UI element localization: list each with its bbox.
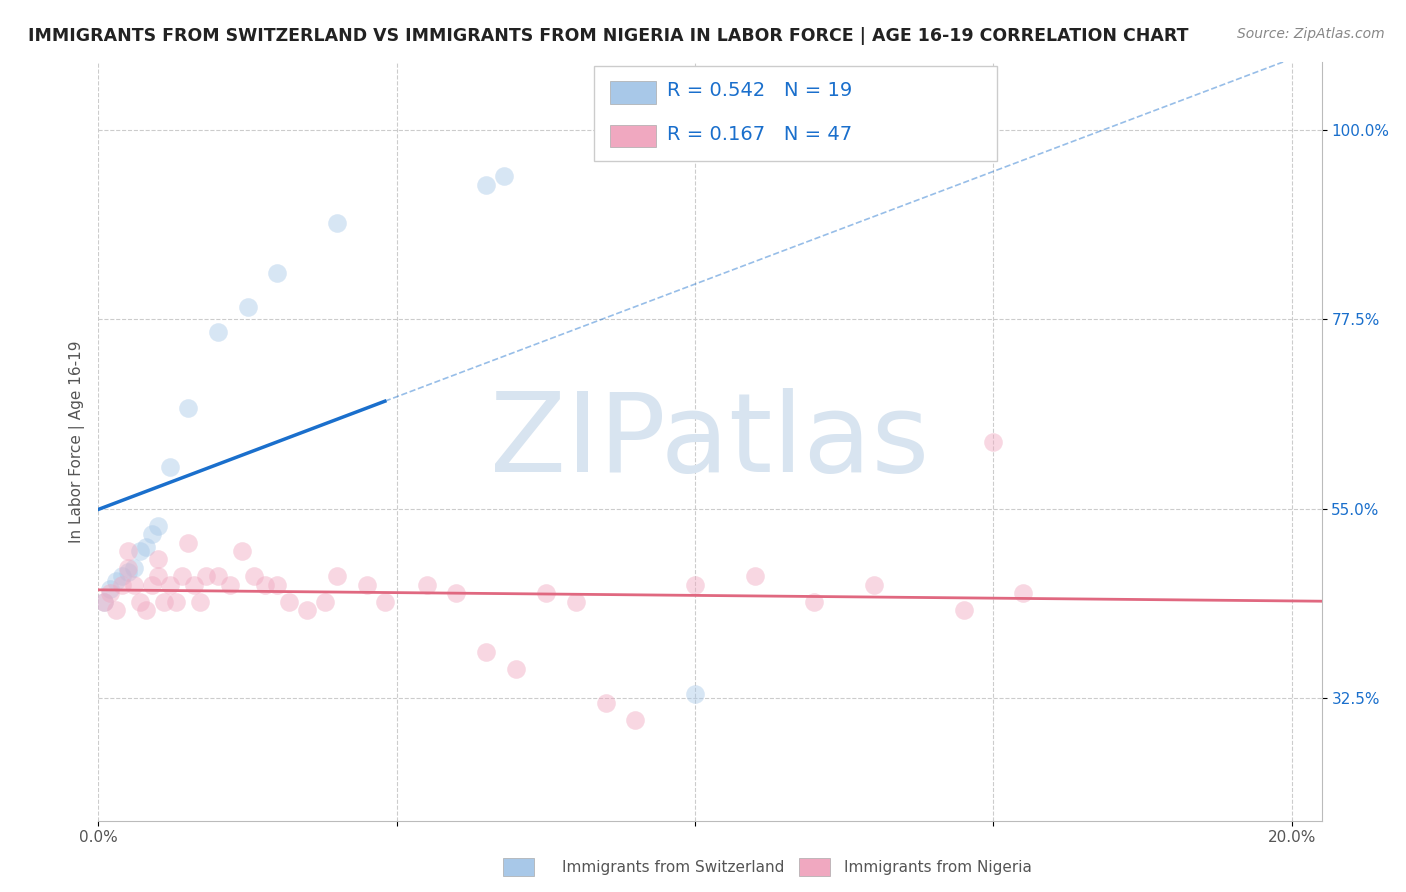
Point: [475, 178, 498, 192]
Point: [188, 594, 211, 608]
Point: [141, 578, 163, 592]
Text: ZIPatlas: ZIPatlas: [491, 388, 929, 495]
FancyBboxPatch shape: [610, 125, 657, 147]
Point: [356, 578, 378, 592]
Point: [624, 713, 647, 727]
Text: R = 0.542   N = 19: R = 0.542 N = 19: [668, 81, 852, 100]
Point: [218, 578, 240, 592]
Point: [236, 300, 259, 314]
Point: [141, 527, 163, 541]
Point: [475, 645, 498, 659]
Point: [129, 544, 152, 558]
Y-axis label: In Labor Force | Age 16-19: In Labor Force | Age 16-19: [69, 340, 84, 543]
Point: [111, 569, 134, 583]
Point: [177, 401, 200, 415]
Point: [159, 578, 181, 592]
Point: [146, 518, 169, 533]
Point: [242, 569, 264, 583]
Point: [494, 169, 516, 184]
Point: [326, 569, 349, 583]
Point: [165, 594, 187, 608]
Point: [983, 434, 1005, 449]
Point: [159, 459, 181, 474]
Point: [105, 574, 128, 588]
Text: Immigrants from Switzerland: Immigrants from Switzerland: [562, 860, 785, 874]
Text: Immigrants from Nigeria: Immigrants from Nigeria: [844, 860, 1032, 874]
Point: [314, 594, 336, 608]
Point: [595, 696, 617, 710]
Point: [207, 325, 229, 339]
Point: [122, 578, 145, 592]
Point: [278, 594, 301, 608]
FancyBboxPatch shape: [610, 81, 657, 104]
Point: [111, 578, 134, 592]
Point: [266, 266, 288, 280]
Point: [93, 594, 115, 608]
Point: [326, 215, 349, 229]
Point: [129, 594, 152, 608]
Point: [98, 586, 121, 600]
Point: [207, 569, 229, 583]
Point: [683, 578, 706, 592]
Point: [117, 561, 139, 575]
Text: Source: ZipAtlas.com: Source: ZipAtlas.com: [1237, 27, 1385, 41]
Point: [183, 578, 205, 592]
Point: [744, 569, 766, 583]
Point: [534, 586, 557, 600]
Point: [231, 544, 253, 558]
Point: [1012, 586, 1035, 600]
Point: [505, 662, 527, 676]
Point: [863, 578, 886, 592]
Point: [93, 594, 115, 608]
Point: [194, 569, 217, 583]
Point: [446, 586, 468, 600]
Point: [254, 578, 277, 592]
Text: R = 0.167   N = 47: R = 0.167 N = 47: [668, 125, 852, 144]
Point: [170, 569, 193, 583]
Point: [146, 552, 169, 566]
Point: [105, 603, 128, 617]
Point: [117, 565, 139, 579]
Point: [803, 594, 825, 608]
Point: [122, 561, 145, 575]
Point: [565, 594, 588, 608]
Point: [374, 594, 396, 608]
Point: [117, 544, 139, 558]
Point: [952, 603, 974, 617]
Point: [415, 578, 437, 592]
Point: [98, 582, 121, 596]
Point: [135, 603, 157, 617]
Point: [297, 603, 319, 617]
Point: [266, 578, 288, 592]
Point: [146, 569, 169, 583]
Point: [177, 535, 200, 549]
Point: [153, 594, 176, 608]
Point: [135, 540, 157, 554]
Text: IMMIGRANTS FROM SWITZERLAND VS IMMIGRANTS FROM NIGERIA IN LABOR FORCE | AGE 16-1: IMMIGRANTS FROM SWITZERLAND VS IMMIGRANT…: [28, 27, 1188, 45]
FancyBboxPatch shape: [593, 66, 997, 161]
Point: [683, 687, 706, 701]
